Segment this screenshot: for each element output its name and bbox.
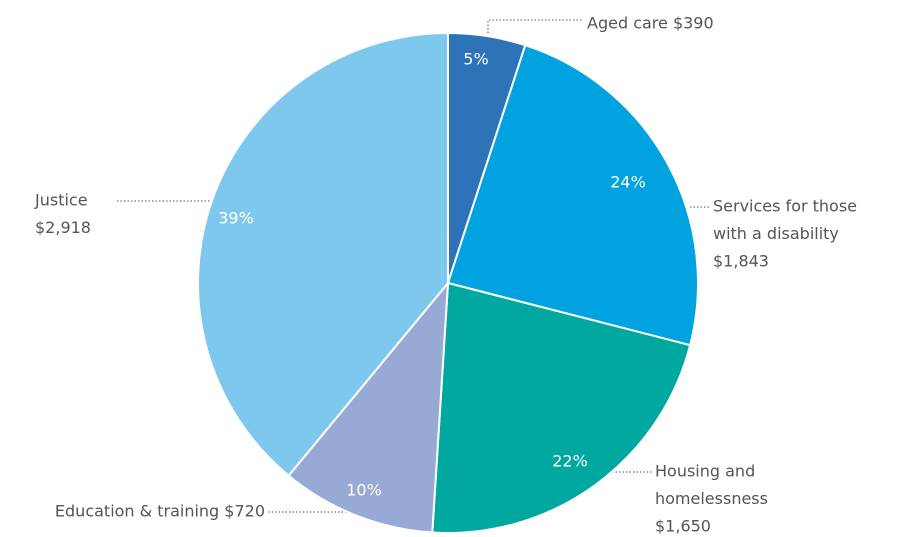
pie-slice xyxy=(197,31,449,478)
pie-slice xyxy=(287,279,450,534)
category-label: Services for those xyxy=(713,197,857,216)
pie-slice xyxy=(431,281,692,534)
leader xyxy=(487,19,583,33)
data-label: 5% xyxy=(463,50,488,69)
category-label: $1,843 xyxy=(713,252,769,271)
category-label: homelessness xyxy=(655,489,768,508)
data-label: 22% xyxy=(552,452,588,471)
data-label: 39% xyxy=(218,209,254,228)
category-label: with a disability xyxy=(713,224,839,243)
data-label: 10% xyxy=(346,481,382,500)
category-label: Education & training $720 xyxy=(55,502,265,521)
category-label: $2,918 xyxy=(35,218,91,237)
category-label: $1,650 xyxy=(655,517,711,536)
category-label: Aged care $390 xyxy=(587,14,714,33)
category-label: Housing and xyxy=(655,462,755,481)
pie-slice xyxy=(446,43,699,347)
category-label: Justice xyxy=(34,191,88,210)
data-label: 24% xyxy=(610,173,646,192)
